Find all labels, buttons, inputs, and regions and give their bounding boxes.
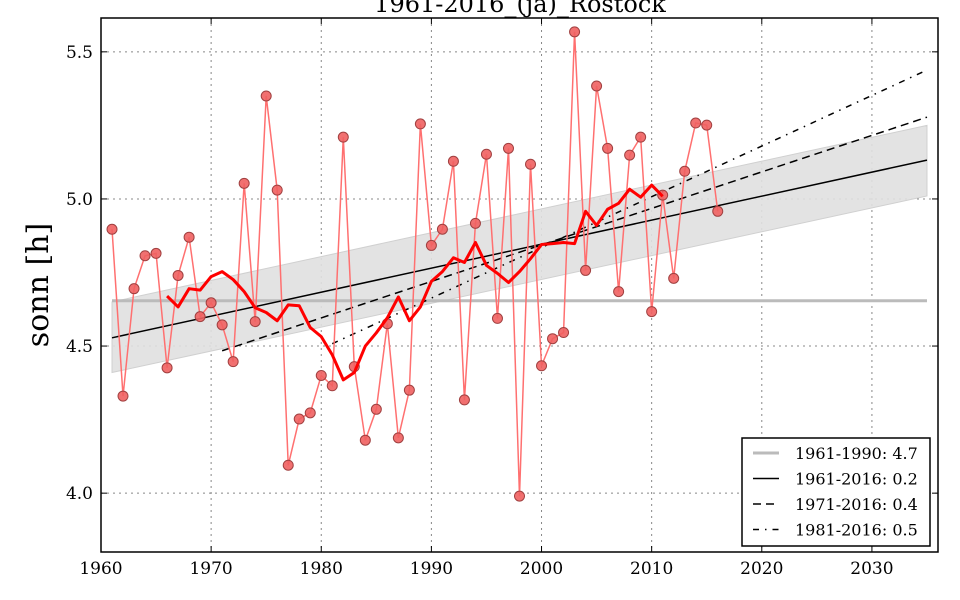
y-tick-label: 5.5 [66,43,93,63]
data-point [480,148,492,160]
legend: 1961-1990: 4.7 1961-2016: 0.2 1971-2016: 0… [741,437,931,547]
data-point [238,177,250,189]
annual-line [111,31,719,497]
data-point [679,165,691,177]
data-point [591,80,603,92]
data-point [216,319,228,331]
trend-line-dashed [221,116,928,352]
data-point [172,269,184,281]
chart-title: 1961-2016_(ja)_Rostock [374,0,666,18]
data-point [414,118,426,130]
data-point [282,459,294,471]
data-point [447,155,459,167]
data-point [106,223,118,235]
y-tick-label: 5.0 [66,190,93,210]
data-point [436,223,448,235]
y-tick-label: 4.5 [66,337,93,357]
data-point [635,131,647,143]
data-point [260,90,272,102]
data-point [525,158,537,170]
axis-ticks: 1960 1970 1980 1990 2000 2010 2020 2030 4.0 4.5 5.… [66,18,938,579]
data-point [117,390,129,402]
data-point [558,327,570,339]
data-point [392,432,404,444]
y-axis-label: sonn [h] [21,223,56,347]
x-tick-label: 1990 [410,559,453,579]
data-point [194,311,206,323]
data-point [469,217,481,229]
data-point [359,434,371,446]
annual-series [106,26,724,502]
legend-label: 1961-2016: 0.2 [795,470,918,489]
data-point [668,272,680,284]
x-tick-label: 1960 [79,559,122,579]
x-tick-label: 2000 [520,559,563,579]
data-point [337,131,349,143]
x-tick-label: 2020 [740,559,783,579]
data-point [547,333,559,345]
data-point [161,362,173,374]
legend-label: 1961-1990: 4.7 [795,444,918,463]
data-point [403,384,415,396]
data-point [646,306,658,318]
data-point [128,283,140,295]
data-point [624,149,636,161]
data-point [580,264,592,276]
data-point [315,369,327,381]
data-point [569,26,581,38]
data-point [139,250,151,262]
data-point [370,403,382,415]
smoothed-series [166,183,664,382]
x-tick-label: 2030 [850,559,893,579]
smoothed-line [166,183,664,382]
x-tick-label: 2010 [630,559,673,579]
data-point [425,239,437,251]
plot-frame [100,17,939,553]
data-point [502,142,514,154]
legend-label: 1981-2016: 0.5 [795,521,918,540]
data-point [304,407,316,419]
data-point [701,119,713,131]
data-point [536,360,548,372]
data-point [227,356,239,368]
data-point [690,117,702,129]
data-point [514,490,525,502]
data-point [613,286,625,298]
data-point [712,205,724,217]
data-point [491,312,503,324]
x-tick-label: 1980 [300,559,343,579]
data-point [205,297,217,309]
x-tick-label: 1970 [189,559,232,579]
data-point [249,316,261,328]
data-point [326,380,338,392]
trend-line-solid [111,159,928,339]
legend-label: 1971-2016: 0.4 [795,495,918,514]
data-point [293,413,305,425]
data-point [458,394,470,406]
data-point [150,247,162,259]
y-tick-label: 4.0 [66,484,93,504]
data-point [602,142,614,154]
data-point [183,231,195,243]
trend-lines [111,69,928,352]
data-point [271,184,283,196]
